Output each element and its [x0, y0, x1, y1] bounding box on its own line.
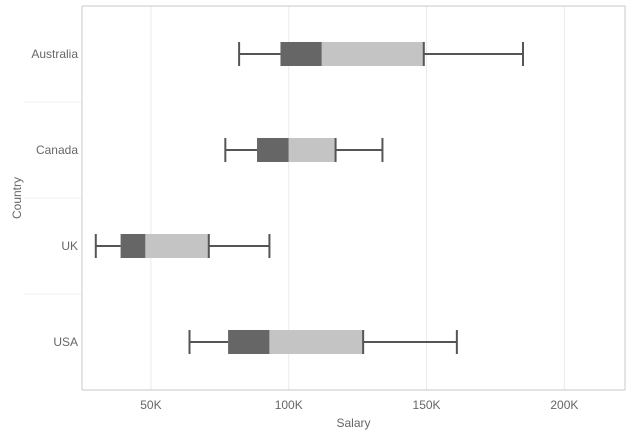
box-upper [145, 234, 209, 258]
axis-layer: 50K 100K 150K 200K Australia Canada UK USA [31, 5, 626, 412]
box-lower [120, 234, 146, 258]
x-tick-label: 100K [275, 398, 303, 412]
x-tick-label: 50K [140, 398, 161, 412]
y-tick-label: USA [53, 335, 78, 349]
y-tick-label: Australia [31, 47, 78, 61]
y-tick-label: Canada [36, 143, 78, 157]
grid-layer [24, 6, 565, 390]
box-lower [280, 42, 322, 66]
x-tick-label: 200K [550, 398, 578, 412]
box-canada [224, 138, 384, 162]
box-upper [321, 42, 424, 66]
x-tick-label: 150K [413, 398, 441, 412]
box-usa [188, 330, 458, 354]
box-lower [228, 330, 270, 354]
box-lower [257, 138, 289, 162]
x-axis-title: Salary [336, 416, 370, 430]
box-upper [269, 330, 364, 354]
box-upper [288, 138, 336, 162]
box-layer [94, 42, 525, 354]
box-uk [94, 234, 271, 258]
y-axis-title: Country [10, 177, 24, 219]
y-tick-label: UK [61, 239, 78, 253]
box-australia [238, 42, 525, 66]
